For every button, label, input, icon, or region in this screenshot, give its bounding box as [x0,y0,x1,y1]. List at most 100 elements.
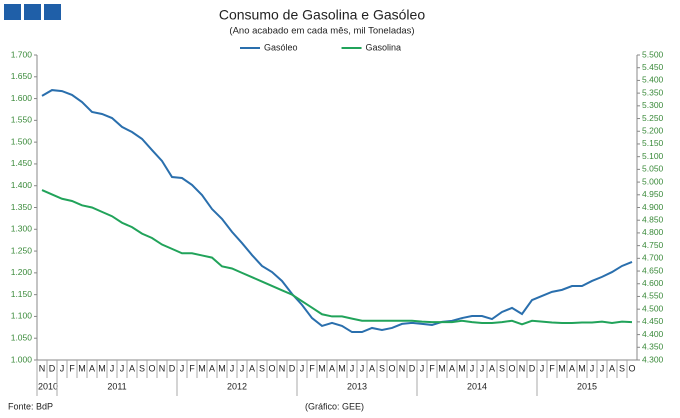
x-tick-label: F [429,363,435,373]
y-tick-label: 1.050 [11,332,33,342]
x-tick-label: M [78,363,86,373]
y2-tick-label: 4.550 [642,291,664,301]
y-tick-label: 1.450 [11,158,33,168]
x-tick-label: J [590,363,595,373]
x-tick-label: S [619,363,625,373]
x-tick-label: M [218,363,226,373]
y2-tick-label: 4.450 [642,316,664,326]
series-line [41,189,633,326]
source: Fonte: BdP [8,401,53,411]
x-tick-label: O [388,363,395,373]
x-tick-label: A [209,363,215,373]
y2-tick-label: 4.400 [642,329,664,339]
x-tick-label: J [480,363,485,373]
y2-tick-label: 4.850 [642,214,664,224]
y2-tick-label: 5.450 [642,62,664,72]
x-tick-label: O [148,363,155,373]
x-tick-label: J [240,363,245,373]
y2-tick-label: 5.350 [642,87,664,97]
x-tick-label: O [268,363,275,373]
x-tick-label: F [189,363,195,373]
year-label: 2015 [577,381,597,391]
x-tick-label: M [338,363,346,373]
x-tick-label: M [318,363,326,373]
logo-square [44,4,61,20]
y2-tick-label: 4.750 [642,240,664,250]
legend-label: Gasóleo [264,42,298,52]
x-tick-label: J [110,363,115,373]
y2-tick-label: 5.050 [642,164,664,174]
y2-tick-label: 5.400 [642,75,664,85]
x-tick-label: N [39,363,46,373]
x-tick-label: A [489,363,495,373]
y2-tick-label: 4.600 [642,278,664,288]
x-tick-label: A [449,363,455,373]
chart-title: Consumo de Gasolina e Gasóleo [219,7,425,23]
x-tick-label: F [69,363,75,373]
x-tick-label: J [540,363,545,373]
x-tick-label: N [279,363,286,373]
y-tick-label: 1.150 [11,289,33,299]
y-tick-label: 1.300 [11,224,33,234]
x-tick-label: N [159,363,166,373]
y-tick-label: 1.650 [11,71,33,81]
x-tick-label: A [329,363,335,373]
x-tick-label: O [628,363,635,373]
y2-tick-label: 5.250 [642,113,664,123]
y2-tick-label: 4.950 [642,189,664,199]
x-tick-label: A [129,363,135,373]
x-tick-label: N [519,363,526,373]
y2-tick-label: 5.500 [642,49,664,59]
year-label: 2010 [38,381,58,391]
y2-tick-label: 5.100 [642,151,664,161]
x-tick-label: F [309,363,315,373]
y-tick-label: 1.100 [11,311,33,321]
y2-tick-label: 5.150 [642,138,664,148]
chart-subtitle: (Ano acabado em cada mês, mil Toneladas) [229,26,414,37]
x-tick-label: J [600,363,605,373]
x-tick-label: D [289,363,296,373]
x-tick-label: S [379,363,385,373]
x-tick-label: M [578,363,586,373]
y-tick-label: 1.700 [11,49,33,59]
x-tick-label: O [508,363,515,373]
y-tick-label: 1.350 [11,202,33,212]
x-tick-label: S [139,363,145,373]
credit: (Gráfico: GEE) [305,401,364,411]
y-tick-label: 1.550 [11,115,33,125]
y2-tick-label: 4.800 [642,227,664,237]
y2-tick-label: 4.350 [642,342,664,352]
x-tick-label: D [169,363,176,373]
y2-tick-label: 4.900 [642,202,664,212]
x-tick-label: J [420,363,425,373]
y2-tick-label: 4.300 [642,354,664,364]
series-line [41,89,633,334]
x-tick-label: M [558,363,566,373]
x-tick-label: J [470,363,475,373]
x-tick-label: D [529,363,536,373]
year-label: 2014 [467,381,487,391]
x-tick-label: F [549,363,555,373]
x-tick-label: S [499,363,505,373]
y2-tick-label: 5.200 [642,126,664,136]
x-tick-label: N [399,363,406,373]
x-tick-label: A [249,363,255,373]
x-tick-label: M [458,363,466,373]
x-tick-label: J [350,363,355,373]
x-tick-label: A [89,363,95,373]
y2-tick-label: 4.700 [642,253,664,263]
y-tick-label: 1.600 [11,93,33,103]
x-tick-label: J [300,363,305,373]
y2-tick-label: 5.300 [642,100,664,110]
x-tick-label: D [49,363,56,373]
x-tick-label: M [198,363,206,373]
x-tick-label: J [120,363,125,373]
legend-label: Gasolina [366,42,402,52]
y-tick-label: 1.250 [11,245,33,255]
y2-tick-label: 4.650 [642,265,664,275]
x-tick-label: J [360,363,365,373]
y-tick-label: 1.200 [11,267,33,277]
x-tick-label: A [609,363,615,373]
x-tick-label: A [569,363,575,373]
year-label: 2011 [107,381,126,391]
